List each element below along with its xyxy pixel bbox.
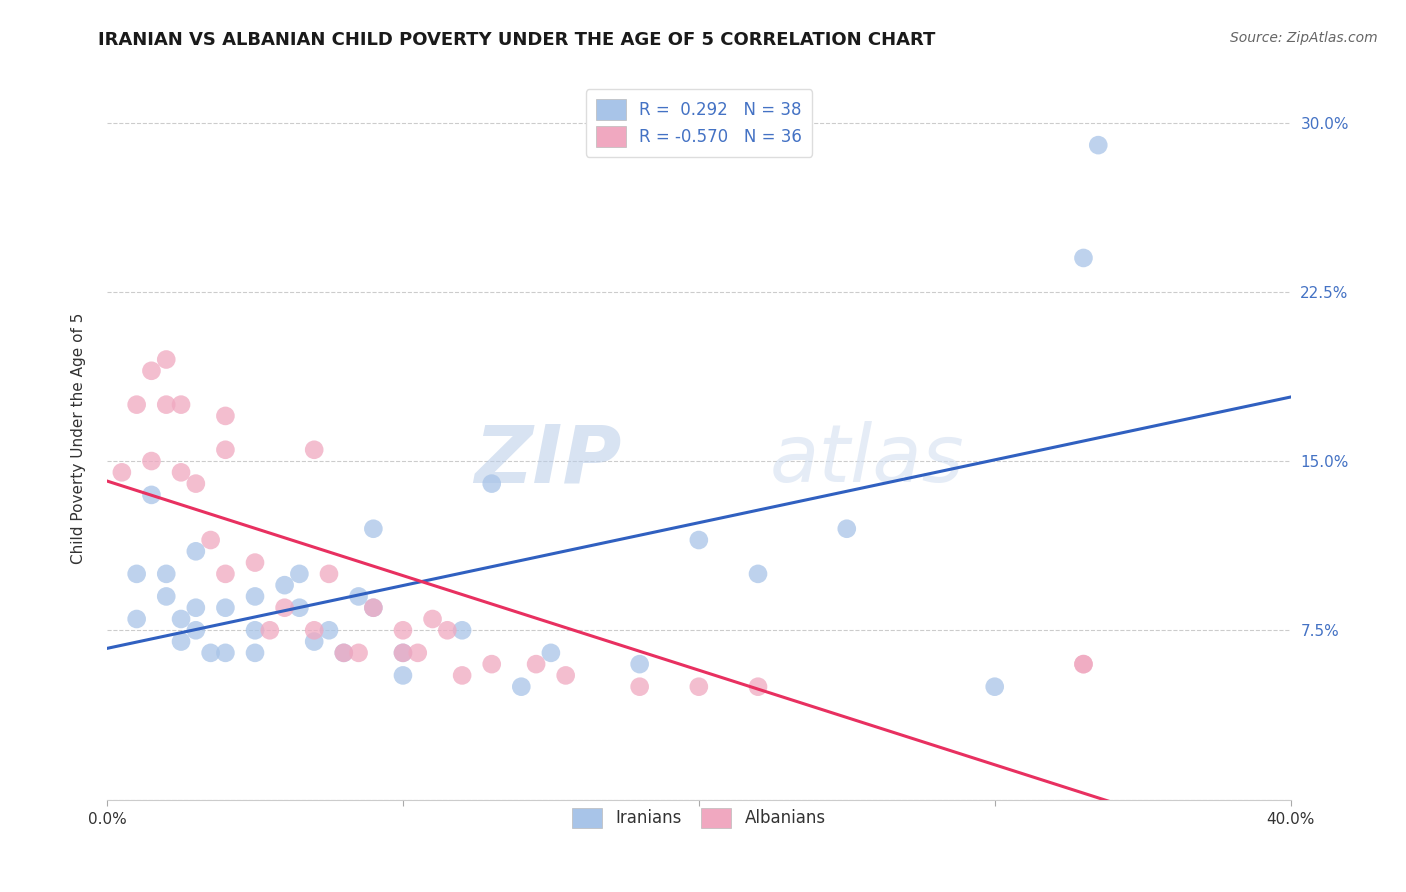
Point: [141, 454, 163, 468]
Point: [363, 600, 385, 615]
Point: [302, 624, 325, 638]
Legend: Iranians, Albanians: Iranians, Albanians: [565, 801, 832, 835]
Point: [184, 600, 207, 615]
Point: [155, 566, 177, 581]
Point: [288, 600, 311, 615]
Text: Source: ZipAtlas.com: Source: ZipAtlas.com: [1230, 31, 1378, 45]
Y-axis label: Child Poverty Under the Age of 5: Child Poverty Under the Age of 5: [72, 313, 86, 564]
Point: [155, 590, 177, 604]
Point: [318, 566, 340, 581]
Point: [243, 624, 266, 638]
Point: [273, 578, 295, 592]
Point: [170, 398, 193, 412]
Point: [481, 657, 503, 672]
Point: [510, 680, 533, 694]
Point: [333, 646, 356, 660]
Point: [333, 646, 356, 660]
Point: [436, 624, 458, 638]
Point: [243, 556, 266, 570]
Point: [214, 646, 236, 660]
Point: [392, 646, 415, 660]
Point: [302, 442, 325, 457]
Point: [155, 398, 177, 412]
Point: [554, 668, 576, 682]
Point: [628, 680, 651, 694]
Point: [273, 600, 295, 615]
Point: [747, 680, 769, 694]
Text: atlas: atlas: [770, 421, 965, 500]
Point: [302, 634, 325, 648]
Point: [983, 680, 1005, 694]
Point: [200, 533, 222, 547]
Point: [214, 600, 236, 615]
Point: [184, 544, 207, 558]
Point: [125, 566, 148, 581]
Point: [111, 466, 134, 480]
Point: [214, 409, 236, 423]
Point: [688, 533, 710, 547]
Point: [747, 566, 769, 581]
Point: [363, 600, 385, 615]
Point: [125, 398, 148, 412]
Point: [481, 476, 503, 491]
Point: [288, 566, 311, 581]
Point: [318, 624, 340, 638]
Point: [1073, 251, 1095, 265]
Point: [141, 364, 163, 378]
Point: [451, 624, 474, 638]
Point: [184, 476, 207, 491]
Point: [628, 657, 651, 672]
Point: [347, 646, 370, 660]
Point: [125, 612, 148, 626]
Point: [200, 646, 222, 660]
Text: ZIP: ZIP: [475, 421, 621, 500]
Point: [406, 646, 429, 660]
Point: [451, 668, 474, 682]
Point: [1073, 657, 1095, 672]
Point: [184, 624, 207, 638]
Point: [524, 657, 547, 672]
Point: [259, 624, 281, 638]
Point: [214, 566, 236, 581]
Point: [170, 634, 193, 648]
Point: [141, 488, 163, 502]
Point: [1073, 657, 1095, 672]
Point: [540, 646, 562, 660]
Text: IRANIAN VS ALBANIAN CHILD POVERTY UNDER THE AGE OF 5 CORRELATION CHART: IRANIAN VS ALBANIAN CHILD POVERTY UNDER …: [98, 31, 936, 49]
Point: [392, 624, 415, 638]
Point: [347, 590, 370, 604]
Point: [170, 612, 193, 626]
Point: [243, 590, 266, 604]
Point: [1087, 138, 1109, 153]
Point: [688, 680, 710, 694]
Point: [243, 646, 266, 660]
Point: [170, 466, 193, 480]
Point: [422, 612, 444, 626]
Point: [835, 522, 858, 536]
Point: [155, 352, 177, 367]
Point: [214, 442, 236, 457]
Point: [363, 522, 385, 536]
Point: [392, 668, 415, 682]
Point: [392, 646, 415, 660]
